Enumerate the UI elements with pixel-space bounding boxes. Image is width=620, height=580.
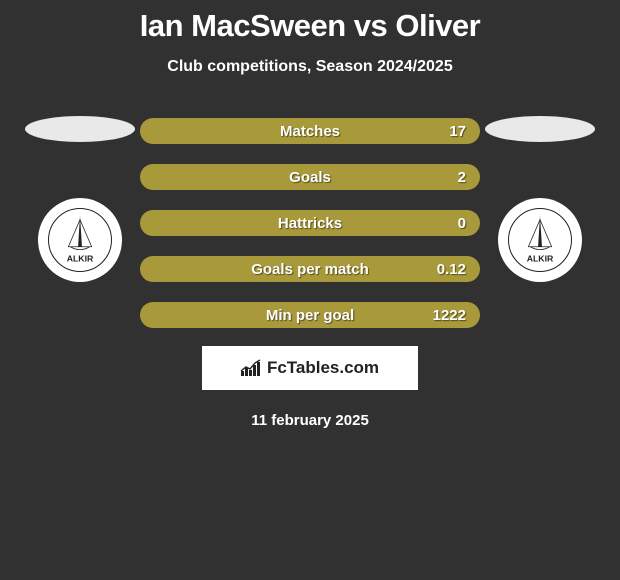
stat-label: Hattricks [278,215,342,232]
right-club-badge: ALKIR [498,198,582,282]
subtitle: Club competitions, Season 2024/2025 [0,58,620,76]
date-text: 11 february 2025 [0,412,620,429]
stat-bar-hattricks: Hattricks 0 [140,210,480,236]
right-player-col: ALKIR [480,116,600,328]
stat-value: 0 [458,215,466,232]
stat-value: 1222 [433,307,466,324]
brand-label: FcTables.com [267,358,379,378]
brand-box: FcTables.com [202,346,418,390]
brand-chart-icon [241,360,263,376]
brand-text: FcTables.com [241,358,379,378]
stat-label: Matches [280,123,340,140]
right-player-avatar [485,116,595,142]
stat-value: 17 [449,123,466,140]
stat-bar-matches: Matches 17 [140,118,480,144]
stat-bar-goals: Goals 2 [140,164,480,190]
svg-text:ALKIR: ALKIR [527,253,554,263]
left-club-badge: ALKIR [38,198,122,282]
page-title: Ian MacSween vs Oliver [0,0,620,44]
stat-label: Goals per match [251,261,369,278]
stat-value: 2 [458,169,466,186]
left-player-col: ALKIR [20,116,140,328]
stat-label: Min per goal [266,307,354,324]
stats-container: ALKIR Matches 17 Goals 2 Hattricks 0 Goa… [0,116,620,328]
club-crest-icon: ALKIR [48,208,112,272]
left-player-avatar [25,116,135,142]
svg-text:ALKIR: ALKIR [67,253,94,263]
stat-label: Goals [289,169,331,186]
stat-bar-goals-per-match: Goals per match 0.12 [140,256,480,282]
club-crest-icon: ALKIR [508,208,572,272]
stat-value: 0.12 [437,261,466,278]
stat-bar-min-per-goal: Min per goal 1222 [140,302,480,328]
stats-bars: Matches 17 Goals 2 Hattricks 0 Goals per… [140,116,480,328]
